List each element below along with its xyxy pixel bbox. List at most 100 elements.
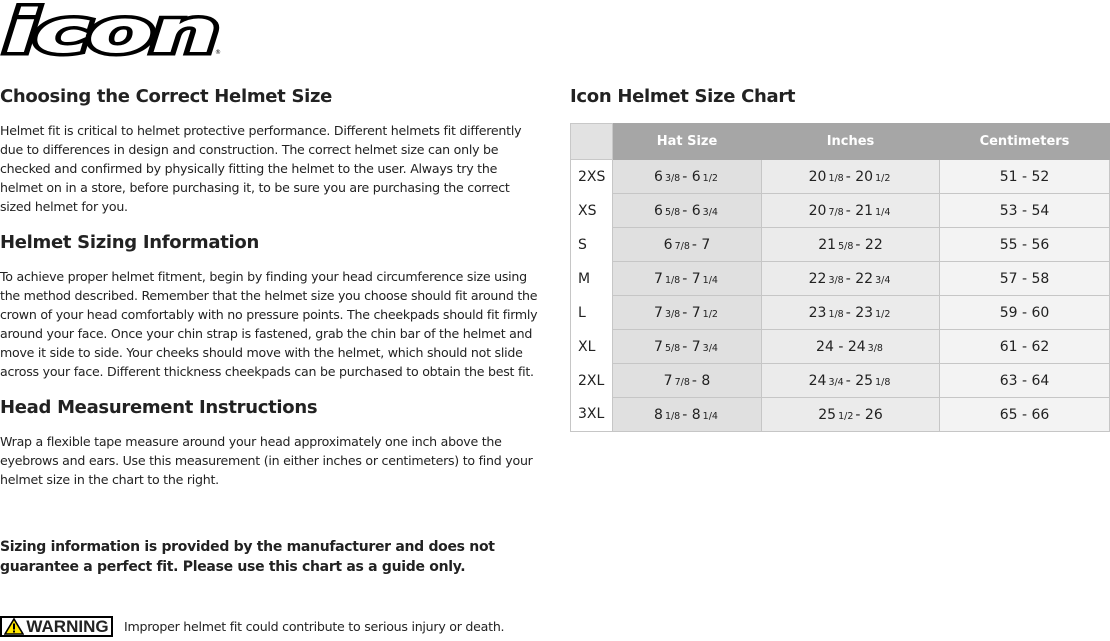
- table-row: L 7 3/8- 7 1/2 23 1/8- 23 1/2 59 - 60: [570, 295, 1110, 330]
- heading-choosing-size: Choosing the Correct Helmet Size: [0, 86, 333, 107]
- icon-logo: icon ®: [1, 0, 222, 58]
- sizing-info: Choosing the Correct Helmet Size Helmet …: [0, 86, 542, 577]
- fraction: 5/8: [664, 342, 681, 354]
- fraction: 5/8: [838, 240, 854, 252]
- svg-text:icon: icon: [4, 0, 216, 58]
- fraction: 5/8: [664, 206, 681, 218]
- paragraph-choosing-size: Helmet fit is critical to helmet protect…: [0, 123, 522, 214]
- centimeters-cell: 59 - 60: [939, 295, 1110, 330]
- whole-number: 7: [654, 304, 663, 321]
- whole-number: 22: [855, 270, 874, 287]
- size-chart-title: Icon Helmet Size Chart: [570, 86, 796, 107]
- whole-number: 21: [855, 202, 874, 219]
- whole-number: 22: [864, 236, 883, 253]
- fraction: 1/2: [875, 308, 891, 320]
- whole-number: 7: [654, 338, 663, 355]
- heading-sizing-information: Helmet Sizing Information: [0, 232, 259, 253]
- centimeters-cell: 65 - 66: [939, 397, 1110, 432]
- header-centimeters: Centimeters: [939, 123, 1110, 160]
- inches-cell: 21 5/8- 22: [761, 227, 940, 262]
- fraction: 7/8: [674, 240, 690, 252]
- hat-size-cell: 7 7/8- 8: [612, 363, 762, 398]
- centimeters-cell: 61 - 62: [939, 329, 1110, 364]
- whole-number: 6: [654, 168, 663, 185]
- fraction: 1/8: [664, 410, 681, 422]
- fraction: 1/8: [828, 308, 844, 320]
- centimeters-cell: 51 - 52: [939, 159, 1110, 194]
- hat-size-cell: 7 1/8- 7 1/4: [612, 261, 762, 296]
- hat-size-cell: 6 7/8- 7: [612, 227, 762, 262]
- size-chart-table: Hat Size Inches Centimeters 2XS 6 3/8- 6 1/…: [570, 123, 1110, 432]
- warning-badge: WARNING: [0, 616, 113, 637]
- whole-number: 8: [654, 406, 663, 423]
- hat-size-cell: 6 5/8- 6 3/4: [612, 193, 762, 228]
- whole-number: 23: [808, 304, 827, 321]
- whole-number: 24: [847, 338, 866, 355]
- paragraph-measurement-instructions: Wrap a flexible tape measure around your…: [0, 434, 533, 487]
- heading-measurement-instructions: Head Measurement Instructions: [0, 397, 318, 418]
- hat-size-cell: 7 3/8- 7 1/2: [612, 295, 762, 330]
- whole-number: 25: [818, 406, 837, 423]
- whole-number: 26: [864, 406, 883, 423]
- svg-text:®: ®: [215, 49, 221, 56]
- size-chart: Icon Helmet Size Chart Hat Size Inches C…: [570, 86, 1110, 432]
- fraction: 3/8: [664, 308, 681, 320]
- warning-row: WARNING Improper helmet fit could contri…: [0, 616, 505, 637]
- fraction: 1/4: [875, 206, 891, 218]
- fraction: 3/4: [702, 342, 718, 354]
- whole-number: 6: [691, 168, 701, 185]
- fraction: 3/4: [828, 376, 844, 388]
- centimeters-cell: 57 - 58: [939, 261, 1110, 296]
- fraction: 1/2: [702, 172, 718, 184]
- whole-number: 8: [701, 372, 711, 389]
- fraction: 7/8: [674, 376, 690, 388]
- table-row: S 6 7/8- 7 21 5/8- 22 55 - 56: [570, 227, 1110, 262]
- paragraph-sizing-information: To achieve proper helmet fitment, begin …: [0, 269, 538, 379]
- inches-cell: 23 1/8- 23 1/2: [761, 295, 940, 330]
- whole-number: 24: [808, 372, 827, 389]
- inches-cell: 25 1/2- 26: [761, 397, 940, 432]
- warning-triangle-icon: [4, 618, 25, 635]
- inches-cell: 20 1/8- 20 1/2: [761, 159, 940, 194]
- fraction: 3/8: [828, 274, 844, 286]
- size-label: 2XL: [570, 363, 613, 398]
- fraction: 3/8: [664, 172, 681, 184]
- size-label: M: [570, 261, 613, 296]
- whole-number: 24: [816, 338, 834, 355]
- inches-cell: 24 3/4- 25 1/8: [761, 363, 940, 398]
- whole-number: 25: [855, 372, 874, 389]
- header-hat-size: Hat Size: [612, 123, 762, 160]
- fraction: 1/2: [875, 172, 891, 184]
- whole-number: 6: [691, 202, 701, 219]
- size-label: L: [570, 295, 613, 330]
- fraction: 1/8: [664, 274, 681, 286]
- warning-label: WARNING: [26, 616, 109, 636]
- fraction: 3/4: [702, 206, 718, 218]
- hat-size-cell: 8 1/8- 8 1/4: [612, 397, 762, 432]
- table-row: 2XS 6 3/8- 6 1/2 20 1/8- 20 1/2 51 - 52: [570, 159, 1110, 194]
- size-label: 3XL: [570, 397, 613, 432]
- disclaimer-note: Sizing information is provided by the ma…: [0, 539, 495, 575]
- table-row: 2XL 7 7/8- 8 24 3/4- 25 1/8 63 - 64: [570, 363, 1110, 398]
- hat-size-cell: 7 5/8- 7 3/4: [612, 329, 762, 364]
- table-row: 3XL 8 1/8- 8 1/4 25 1/2- 26 65 - 66: [570, 397, 1110, 432]
- inches-cell: 24 - 24 3/8: [761, 329, 940, 364]
- whole-number: 6: [654, 202, 663, 219]
- fraction: 1/4: [702, 410, 718, 422]
- centimeters-cell: 63 - 64: [939, 363, 1110, 398]
- whole-number: 6: [663, 236, 673, 253]
- inches-cell: 22 3/8- 22 3/4: [761, 261, 940, 296]
- whole-number: 20: [808, 168, 827, 185]
- fraction: 1/4: [702, 274, 718, 286]
- size-label: XL: [570, 329, 613, 364]
- whole-number: 20: [808, 202, 827, 219]
- whole-number: 22: [808, 270, 827, 287]
- whole-number: 7: [701, 236, 711, 253]
- table-row: M 7 1/8- 7 1/4 22 3/8- 22 3/4 57 - 58: [570, 261, 1110, 296]
- header-inches: Inches: [761, 123, 940, 160]
- whole-number: 7: [691, 270, 701, 287]
- whole-number: 7: [691, 338, 701, 355]
- warning-text: Improper helmet fit could contribute to …: [124, 619, 505, 634]
- fraction: 1/2: [838, 410, 854, 422]
- fraction: 3/4: [875, 274, 891, 286]
